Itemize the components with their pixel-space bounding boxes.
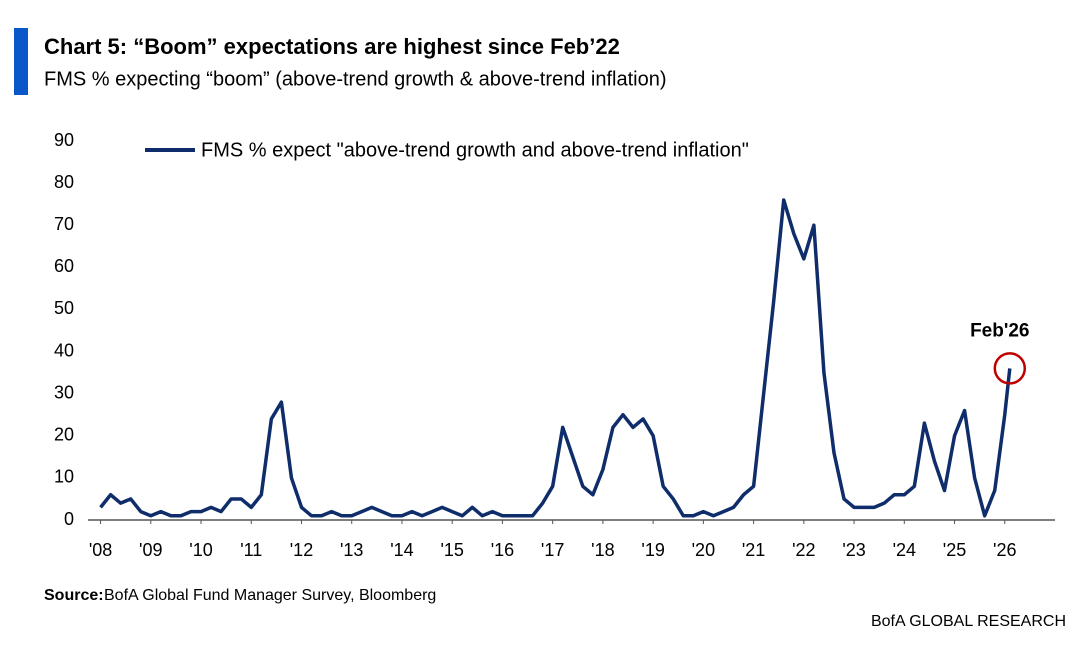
y-tick-label: 60 [54,256,74,276]
annotation-circle [993,352,1027,385]
x-tick-label: '15 [440,540,463,560]
x-tick-label: '20 [692,540,715,560]
x-tick-label: '22 [792,540,815,560]
y-tick-label: 20 [54,425,74,445]
x-tick-label: '24 [893,540,916,560]
y-tick-label: 40 [54,340,74,360]
x-tick-label: '13 [340,540,363,560]
x-tick-label: '18 [591,540,614,560]
x-tick-label: '21 [742,540,765,560]
x-tick-label: '19 [641,540,664,560]
x-tick-label: '14 [390,540,413,560]
annotation: Feb'26 [970,320,1029,341]
chart-subtitle: FMS % expecting “boom” (above-trend grow… [44,68,667,90]
legend-label: FMS % expect "above-trend growth and abo… [201,139,749,161]
x-tick-label: '23 [842,540,865,560]
series-line [99,198,1012,518]
x-tick-label: '11 [240,540,262,560]
x-tick-label: '17 [541,540,564,560]
x-tick-label: '25 [943,540,966,560]
chart-title: Chart 5: “Boom” expectations are highest… [44,34,620,59]
y-tick-label: 30 [54,382,74,402]
source-label: Source: [44,587,104,604]
x-tick-label: '12 [290,540,313,560]
x-tick-label: '08 [89,540,112,560]
y-tick-label: 50 [54,298,74,318]
y-tick-label: 80 [54,172,74,192]
y-tick-label: 70 [54,214,74,234]
source: BofA Global Fund Manager Survey, Bloombe… [104,587,436,604]
y-tick-label: 10 [54,467,74,487]
x-tick-label: '09 [139,540,162,560]
accent-bar [14,28,28,95]
footer: BofA GLOBAL RESEARCH [871,613,1066,630]
y-tick-label: 90 [54,130,74,150]
x-tick-label: '26 [993,540,1016,560]
x-tick-label: '10 [189,540,212,560]
x-tick-label: '16 [491,540,514,560]
y-tick-label: 0 [64,509,74,529]
